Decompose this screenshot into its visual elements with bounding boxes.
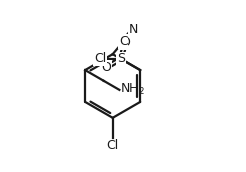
Text: N: N bbox=[129, 23, 138, 36]
Text: O: O bbox=[101, 61, 111, 74]
Text: S: S bbox=[117, 52, 125, 65]
Text: C: C bbox=[119, 35, 128, 48]
Text: NH$_2$: NH$_2$ bbox=[120, 82, 145, 97]
Text: O: O bbox=[120, 36, 130, 49]
Text: Cl: Cl bbox=[94, 52, 106, 65]
Text: Cl: Cl bbox=[107, 139, 119, 152]
